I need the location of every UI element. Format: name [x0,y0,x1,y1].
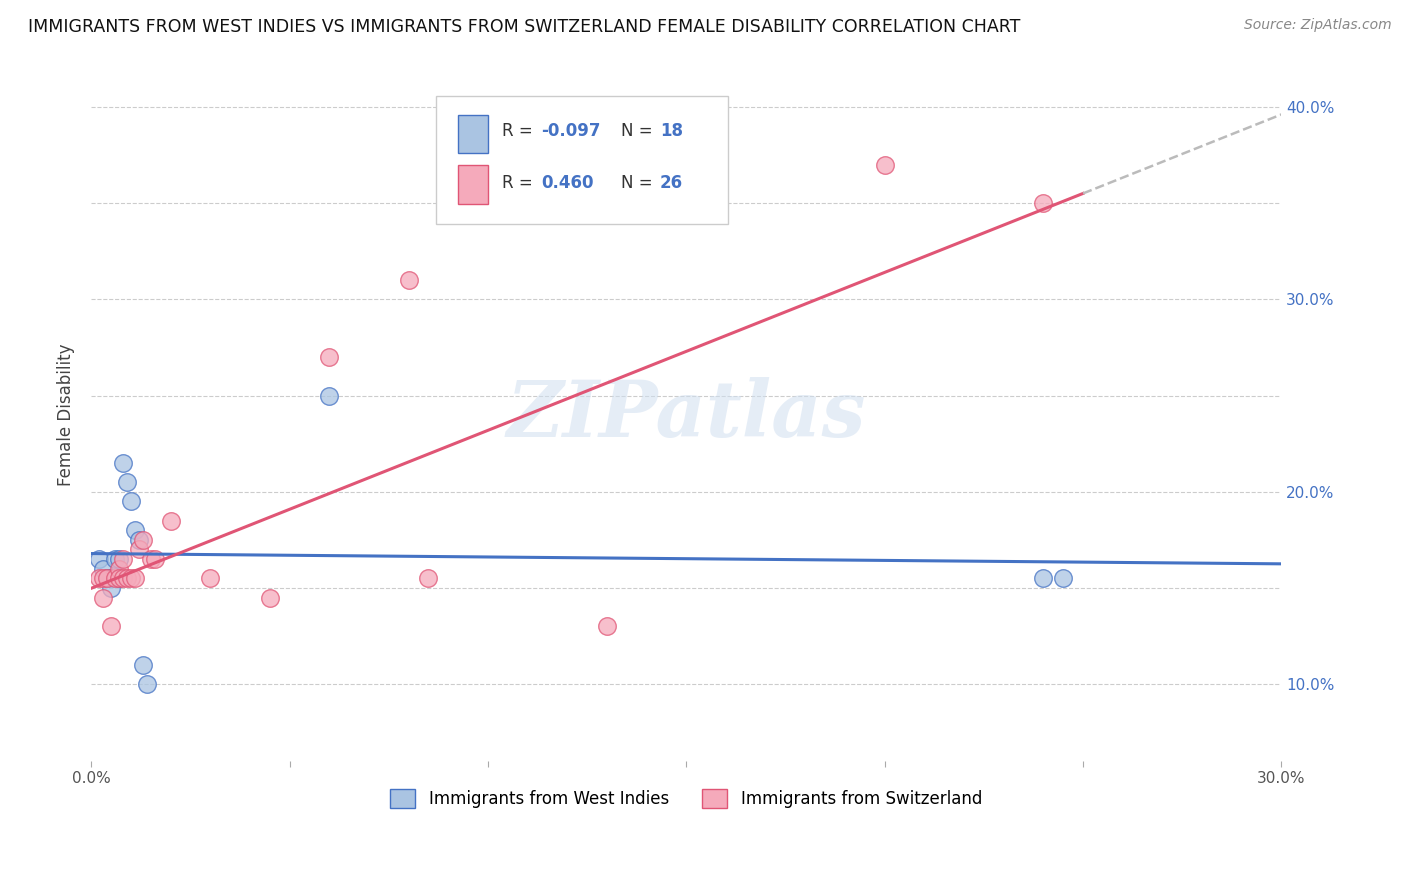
Point [104,552,127,566]
Point [108,571,131,585]
Point [91,562,114,576]
Y-axis label: Female Disability: Female Disability [58,343,75,486]
Point [1052,571,1074,585]
Legend: Immigrants from West Indies, Immigrants from Switzerland: Immigrants from West Indies, Immigrants … [384,782,988,815]
Point [1032,196,1054,211]
Bar [458,166,488,203]
Point [96,571,118,585]
Point [115,571,138,585]
Point [108,552,131,566]
Point [100,619,122,633]
Point [91,571,114,585]
Point [124,571,146,585]
Point [198,571,221,585]
Point [100,571,122,585]
Point [111,552,134,566]
Text: IMMIGRANTS FROM WEST INDIES VS IMMIGRANTS FROM SWITZERLAND FEMALE DISABILITY COR: IMMIGRANTS FROM WEST INDIES VS IMMIGRANT… [28,18,1021,36]
Point [124,523,146,537]
Text: N =: N = [621,122,658,140]
Point [111,456,134,470]
Point [120,494,142,508]
Point [111,571,134,585]
Point [100,581,122,595]
Point [104,571,127,585]
Point [139,552,162,566]
Text: N =: N = [621,174,658,192]
Point [159,514,181,528]
Point [318,350,340,364]
Point [87,552,110,566]
Point [596,619,619,633]
Point [418,571,440,585]
Point [873,158,896,172]
Text: 26: 26 [659,174,683,192]
Point [398,273,420,287]
Text: Source: ZipAtlas.com: Source: ZipAtlas.com [1244,18,1392,32]
Point [128,542,150,557]
Text: ZIPatlas: ZIPatlas [506,376,866,453]
Point [318,388,340,402]
Point [96,571,118,585]
Text: 18: 18 [659,122,683,140]
Point [135,677,157,691]
FancyBboxPatch shape [436,96,728,225]
Point [91,591,114,605]
Point [87,571,110,585]
Point [143,552,166,566]
Text: R =: R = [502,174,537,192]
Bar [458,115,488,153]
Point [259,591,281,605]
Point [108,562,131,576]
Point [132,657,155,672]
Text: R =: R = [502,122,537,140]
Point [132,533,155,547]
Text: -0.097: -0.097 [541,122,600,140]
Point [108,571,131,585]
Point [128,533,150,547]
Text: 0.460: 0.460 [541,174,593,192]
Point [120,571,142,585]
Point [1032,571,1054,585]
Point [115,475,138,490]
